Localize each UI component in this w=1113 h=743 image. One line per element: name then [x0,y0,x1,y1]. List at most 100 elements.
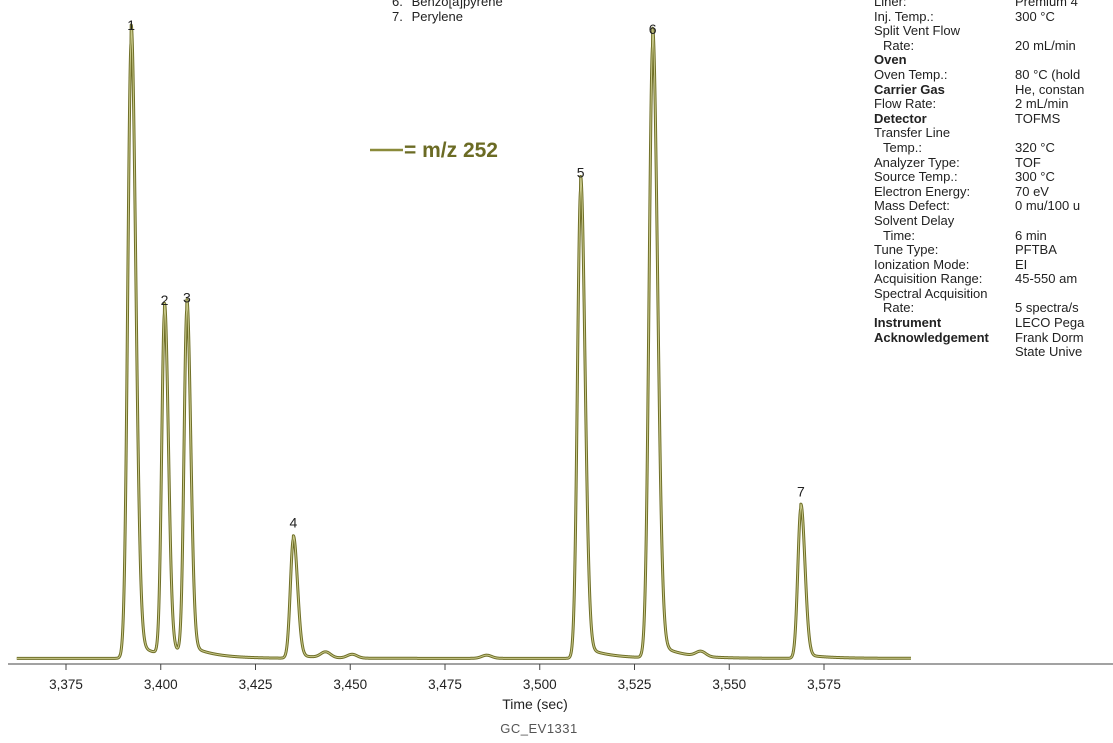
condition-label: Liner: [874,0,907,9]
trace-outline [15,23,913,660]
condition-label: Tune Type: [874,242,939,258]
condition-value: 20 mL/min [1015,37,1076,53]
condition-row: Acquisition Range: 45-550 am [874,272,1084,287]
condition-row: Oven [874,53,1084,68]
condition-row: Split Vent Flow [874,24,1084,39]
condition-value: Premium 4 [1015,0,1078,9]
condition-label: Ionization Mode: [874,256,970,272]
condition-label: Flow Rate: [874,96,937,112]
compound-number: 7. [392,9,403,24]
condition-row: State Unive [874,345,1084,360]
condition-row: Analyzer Type: TOF [874,154,1084,171]
x-tick-label: 3,375 [49,677,83,692]
condition-label: Rate: [883,37,915,53]
condition-value: 45-550 am [1015,271,1078,287]
compound-list: 6. Benzo[a]pyrene 7. Perylene [392,0,503,24]
condition-label: Inj. Temp.: [874,8,934,24]
condition-value: 6 min [1015,227,1047,243]
condition-label: Oven Temp.: [874,66,948,82]
x-tick-label: 3,500 [523,677,557,692]
trace-group [15,23,913,660]
condition-label: Solvent Delay [874,212,955,228]
condition-row: Instrument LECO Pega [874,315,1085,331]
condition-label: Spectral Acquisition [874,285,988,301]
condition-label: Oven [874,52,907,68]
series-line-mz252 [16,24,912,659]
x-tick-label: 3,475 [428,677,462,692]
condition-value: 320 °C [1015,139,1055,155]
condition-label: Carrier Gas [874,81,945,97]
x-tick-label: 3,525 [618,677,652,692]
condition-value: 0 mu/100 u [1015,198,1081,214]
condition-row: Acknowledgement Frank Dorm [874,329,1084,346]
condition-row: Temp.: 320 °C [874,139,1084,156]
condition-value: LECO Pega [1015,315,1085,331]
condition-value: State Unive [1015,344,1083,360]
compound-name: Perylene [411,9,463,24]
x-tick-label: 3,425 [239,677,273,692]
condition-row: Spectral Acquisition [874,285,1084,302]
condition-label: Transfer Line [874,125,951,141]
condition-value: 300 °C [1015,169,1055,185]
condition-row: Liner: Premium 4 [874,0,1084,10]
condition-value: 5 spectra/s [1015,300,1079,316]
condition-value: Frank Dorm [1015,329,1084,345]
condition-row: Ionization Mode: EI [874,256,1084,273]
condition-value: 2 mL/min [1015,96,1069,112]
compound-item: 7. Perylene [392,9,503,24]
peak-label: 5 [577,165,585,181]
condition-label: Detector [874,110,927,126]
condition-row: Tune Type: PFTBA [874,242,1084,258]
peak-label: 6 [649,21,657,37]
condition-label: Rate: [883,300,915,316]
condition-value: EI [1015,256,1028,272]
peak-label: 7 [797,483,805,499]
condition-row: Time: 6 min [874,227,1084,244]
condition-label: Split Vent Flow [874,23,960,39]
condition-row: Inj. Temp.: 300 °C [874,8,1084,25]
condition-value: TOF [1015,154,1041,170]
compound-name: Benzo[a]pyrene [411,0,503,9]
condition-value: TOFMS [1015,110,1061,126]
compound-item: 6. Benzo[a]pyrene [392,0,503,9]
condition-row: Transfer Line [874,126,1084,141]
condition-value: 70 eV [1015,183,1049,199]
peak-label: 4 [290,514,298,530]
condition-label: Source Temp.: [874,169,958,185]
x-tick-label: 3,575 [807,677,841,692]
x-tick-label: 3,400 [144,677,178,692]
condition-row: Rate: 5 spectra/s [874,301,1084,316]
condition-value: PFTBA [1015,242,1057,258]
compound-number: 6. [392,0,403,9]
peak-label: 2 [161,292,169,308]
condition-row: Rate: 20 mL/min [874,37,1084,54]
condition-label: Temp.: [883,139,923,155]
condition-value: 300 °C [1015,8,1055,24]
condition-label: Analyzer Type: [874,154,960,170]
x-tick-label: 3,550 [712,677,746,692]
condition-row: Carrier Gas He, constan [874,81,1085,98]
condition-row: Detector TOFMS [874,110,1084,127]
condition-label: Acknowledgement [874,329,989,345]
condition-row: Flow Rate: 2 mL/min [874,97,1084,112]
condition-label [874,345,1015,360]
legend: = m/z 252 [370,139,498,162]
condition-value: 80 °C (hold [1015,66,1081,82]
condition-row: Electron Energy: 70 eV [874,183,1084,200]
condition-label: Acquisition Range: [874,271,983,287]
condition-label: Time: [883,227,916,243]
condition-row: Oven Temp.: 80 °C (hold [874,66,1084,83]
method-conditions: Liner: Premium 4 Inj. Temp.: 300 °C Split Ve… [874,0,1084,360]
condition-value: He, constan [1015,81,1085,97]
condition-label: Mass Defect: [874,198,950,214]
condition-label: Electron Energy: [874,183,971,199]
condition-label: Instrument [874,315,942,331]
figure-code: GC_EV1331 [500,721,578,736]
peak-label: 3 [183,289,191,305]
legend-label: = m/z 252 [404,139,498,162]
condition-row: Source Temp.: 300 °C [874,170,1084,185]
condition-row: Solvent Delay [874,212,1084,229]
x-axis-ticks: 3,375 3,400 3,425 3,450 3,475 3,500 3,525 3,550… [49,664,841,692]
